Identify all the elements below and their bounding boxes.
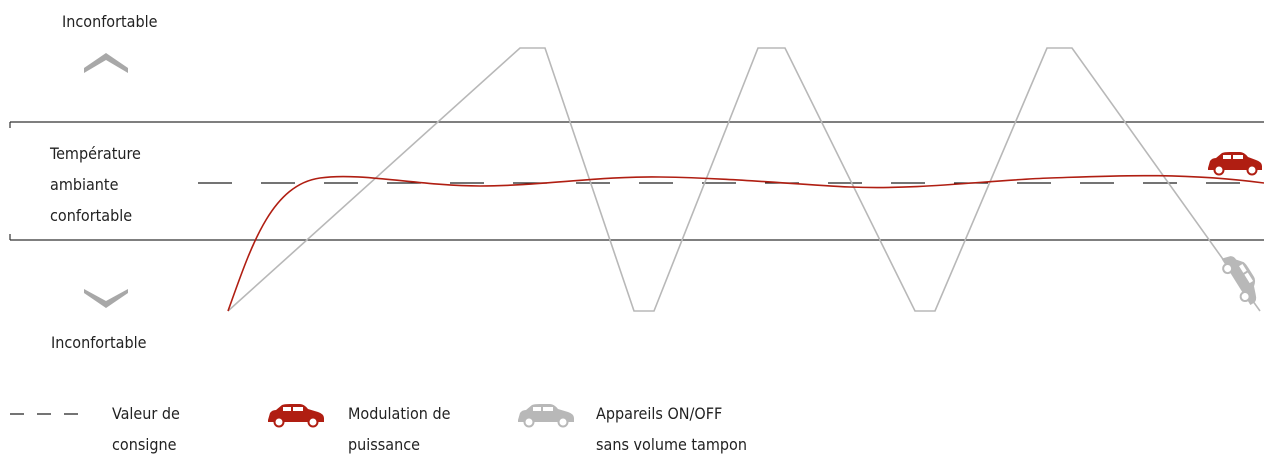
- comfort-label-line-1: Température: [50, 144, 141, 163]
- legend-onoff-text: Appareils ON/OFF sans volume tampon: [596, 398, 747, 460]
- modulation-curve: [227, 174, 1264, 312]
- legend-modulation-line-2: puissance: [348, 435, 420, 454]
- legend-onoff-line-2: sans volume tampon: [596, 435, 747, 454]
- legend-onoff-line-1: Appareils ON/OFF: [596, 404, 723, 423]
- legend-setpoint-line-2: consigne: [112, 435, 177, 454]
- comfort-label-line-2: ambiante: [50, 175, 119, 194]
- comfort-label-line-3: confortable: [50, 206, 133, 225]
- onoff-curve: [227, 47, 1261, 312]
- bottom-uncomfortable-label: Inconfortable: [51, 333, 147, 352]
- legend-modulation-text: Modulation de puissance: [348, 398, 450, 460]
- top-uncomfortable-label: Inconfortable: [62, 12, 158, 31]
- legend-grey-car-icon: [518, 404, 574, 428]
- legend-modulation-line-1: Modulation de: [348, 404, 451, 423]
- legend-red-car-icon: [268, 404, 324, 428]
- comfort-zone-label: Température ambiante confortable: [50, 138, 180, 231]
- modulation-car-icon: [1208, 152, 1262, 176]
- legend-setpoint-line-1: Valeur de: [112, 404, 180, 423]
- chevron-up-icon: [84, 53, 128, 73]
- chevron-down-icon: [84, 289, 128, 308]
- onoff-car-icon: [1221, 256, 1257, 306]
- legend-setpoint-text: Valeur de consigne: [112, 398, 180, 460]
